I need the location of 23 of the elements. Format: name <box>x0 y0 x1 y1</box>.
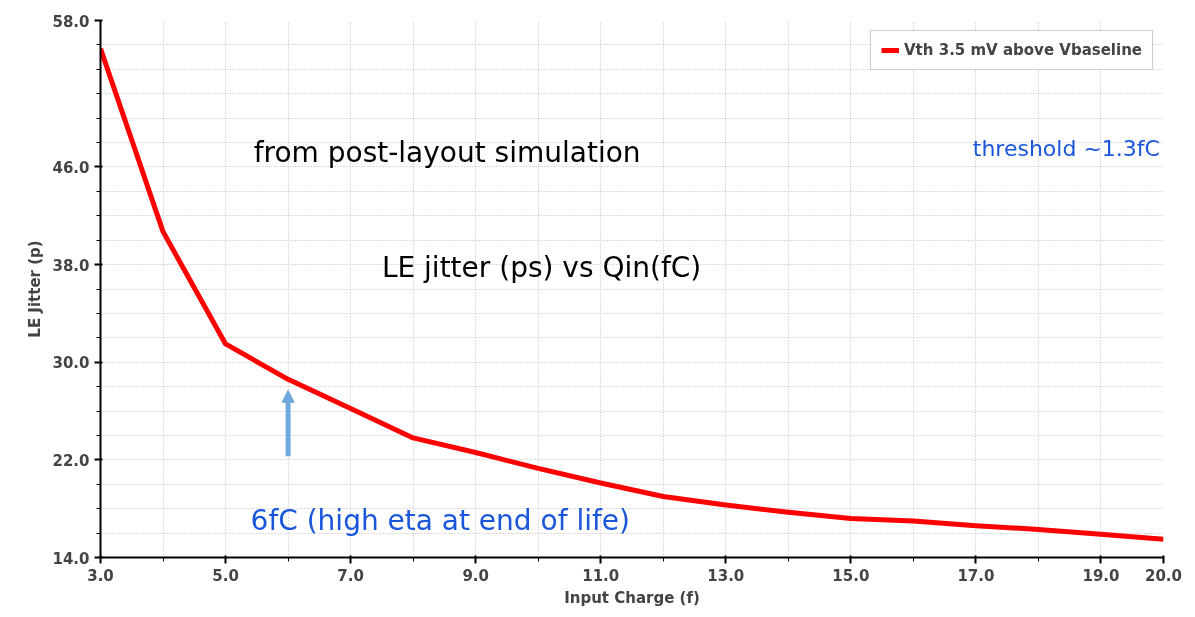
y-tick-label: 38.0 <box>52 256 90 275</box>
annotation: threshold ~1.3fC <box>972 135 1160 161</box>
y-tick-label: 14.0 <box>52 549 90 568</box>
x-axis-title: Input Charge (f) <box>564 588 700 607</box>
annotation: from post-layout simulation <box>253 136 641 170</box>
x-tick-label: 9.0 <box>462 566 489 585</box>
x-tick-label: 11.0 <box>582 566 620 585</box>
x-tick-label: 17.0 <box>957 566 995 585</box>
x-tick-label: 5.0 <box>212 566 239 585</box>
x-tick-label: 15.0 <box>832 566 870 585</box>
x-tick-label: 7.0 <box>337 566 364 585</box>
legend-label: Vth 3.5 mV above Vbaseline <box>904 41 1142 59</box>
x-tick-label: 20.0 <box>1145 566 1183 585</box>
y-tick-label: 58.0 <box>52 12 90 31</box>
x-tick-label: 3.0 <box>87 566 114 585</box>
annotation: 6fC (high eta at end of life) <box>250 503 630 537</box>
annotation: LE jitter (ps) vs Qin(fC) <box>381 251 702 285</box>
x-tick-label: 19.0 <box>1082 566 1120 585</box>
x-tick-label: 13.0 <box>707 566 745 585</box>
y-tick-label: 30.0 <box>52 354 90 373</box>
y-tick-label: 22.0 <box>52 451 90 470</box>
y-tick-label: 46.0 <box>52 158 90 177</box>
y-axis-title: LE Jitter (p) <box>26 240 45 338</box>
